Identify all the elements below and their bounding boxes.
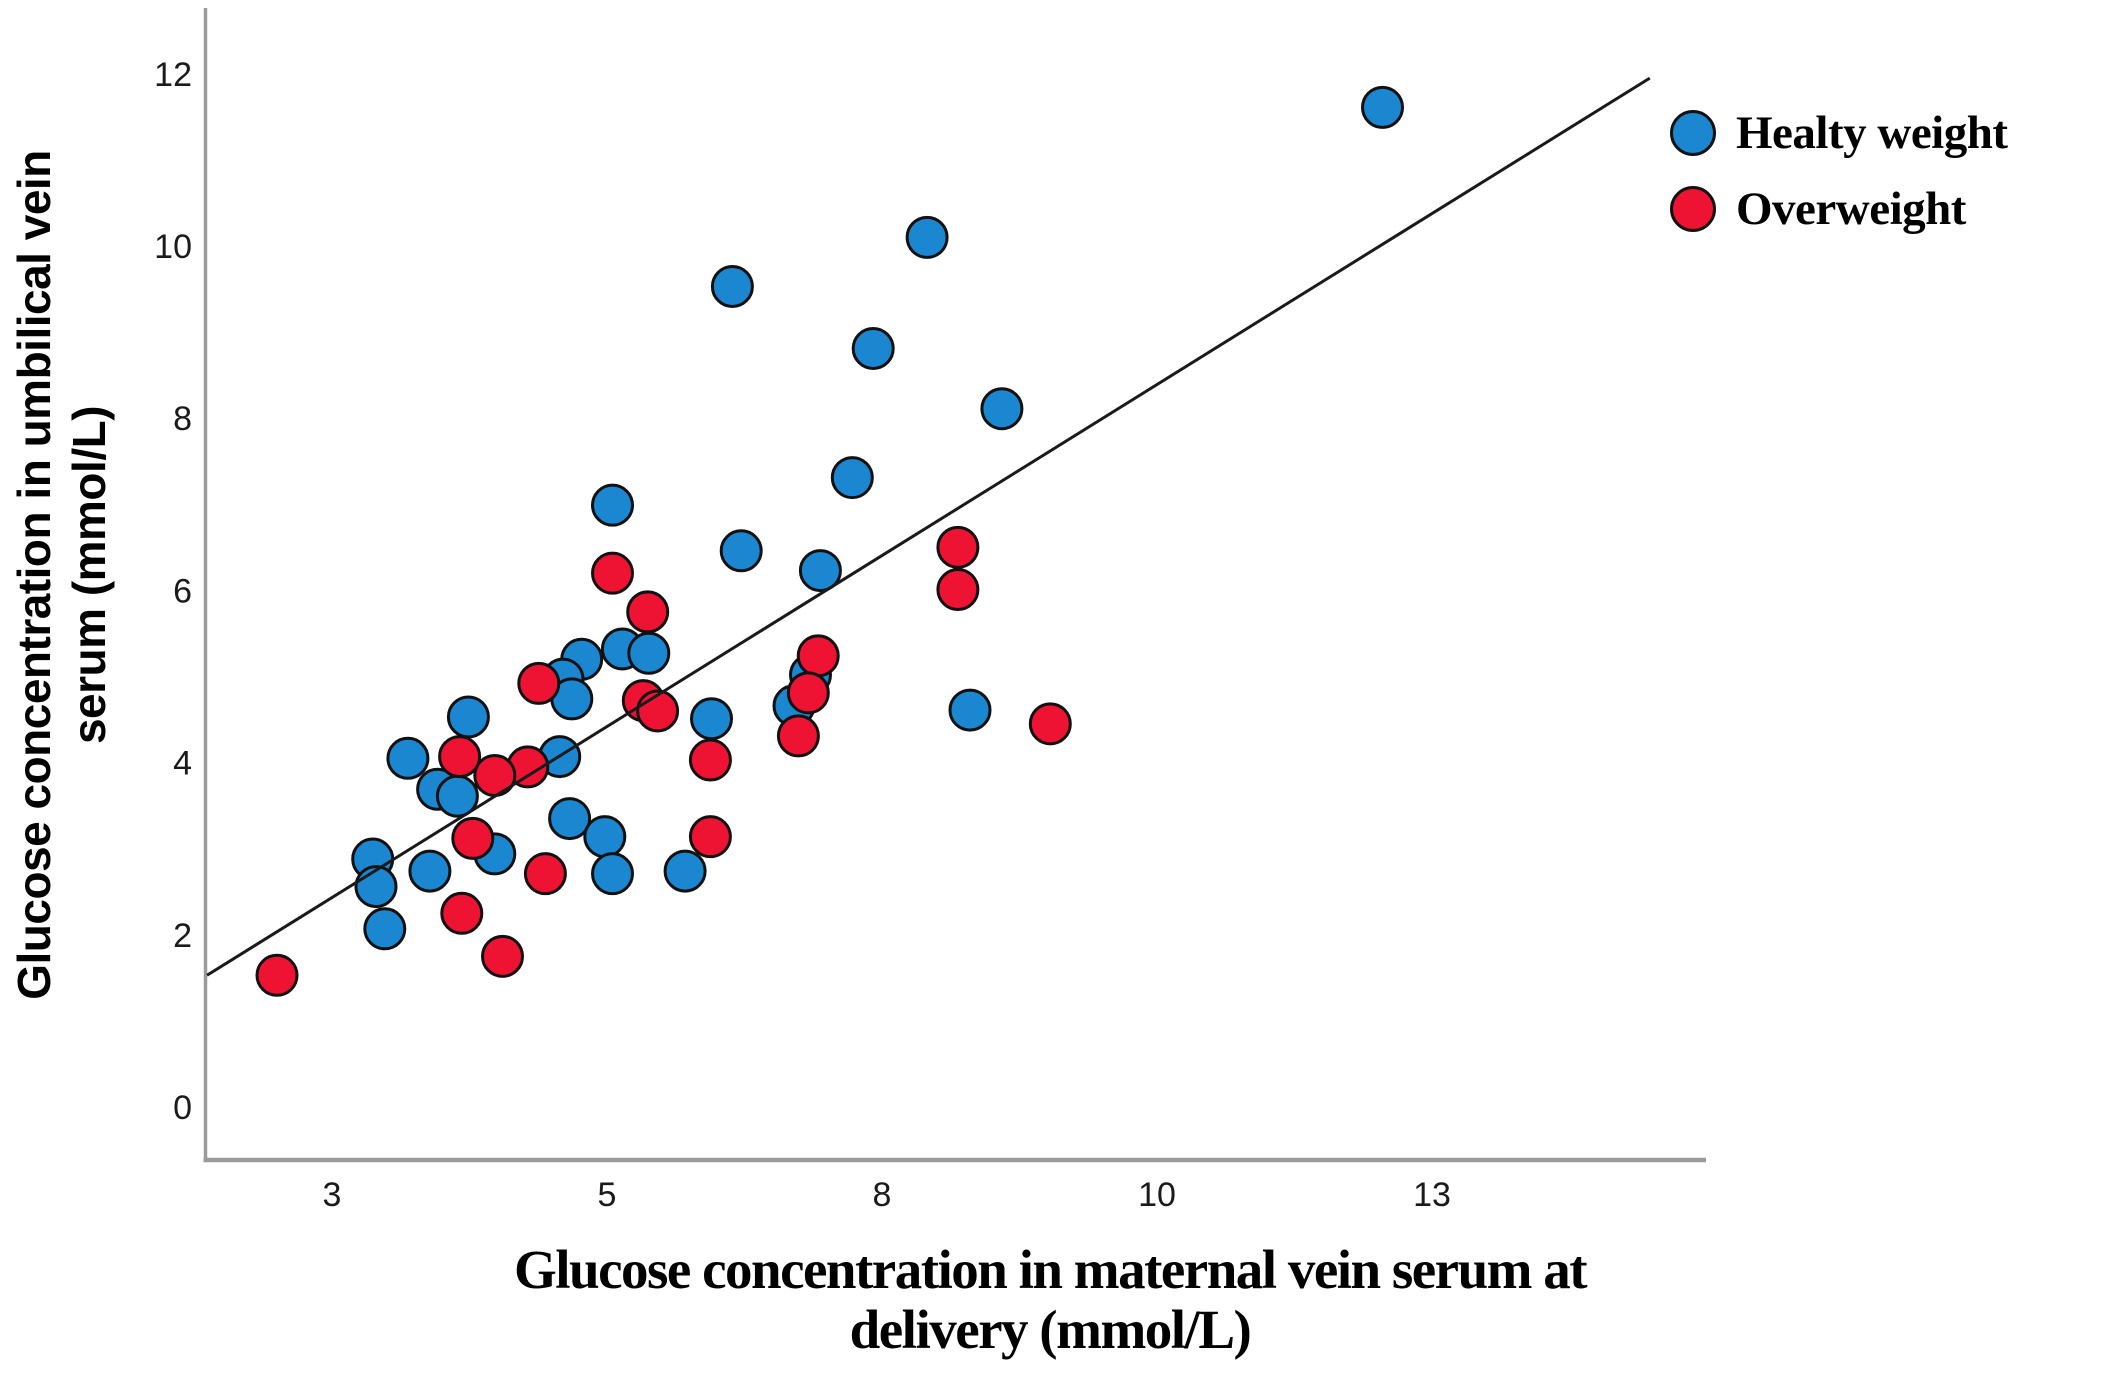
overweight-point (796, 634, 840, 678)
healthy-weight-point (548, 797, 592, 841)
overweight-point (438, 735, 482, 779)
healthy-weight-point (948, 688, 992, 732)
y-tick-label: 2 (173, 917, 192, 955)
y-tick-label: 4 (173, 745, 192, 783)
legend-item: Overweight (1670, 182, 2008, 236)
x-tick-label: 13 (1413, 1176, 1451, 1214)
overweight-point (591, 551, 634, 595)
legend: Healty weight Overweight (1670, 106, 2008, 258)
overweight-point (451, 816, 495, 860)
overweight-point (688, 815, 732, 859)
overweight-point (523, 852, 567, 896)
overweight-point (786, 671, 830, 715)
healthy-weight-point (851, 326, 895, 370)
x-tick-label: 8 (873, 1176, 892, 1214)
healthy-weight-point (363, 907, 407, 951)
overweight-point (636, 689, 680, 733)
overweight-point (255, 953, 299, 997)
overweight-point (626, 590, 670, 634)
y-axis-title-line2: serum (mmol/L) (63, 405, 115, 745)
y-tick-label: 12 (154, 56, 192, 94)
legend-dot-icon (1670, 110, 1716, 156)
healthy-weight-point (905, 215, 949, 259)
healthy-weight-point (408, 849, 452, 893)
y-tick-label: 10 (154, 228, 192, 266)
healthy-weight-point (690, 697, 733, 741)
y-tick-label: 6 (173, 572, 192, 610)
y-axis-title: Glucose concentration in umbilical vein … (7, 0, 117, 1170)
overweight-point (936, 568, 980, 612)
overweight-point (688, 738, 732, 782)
y-tick-label: 0 (173, 1089, 192, 1127)
legend-item: Healty weight (1670, 106, 2008, 160)
healthy-weight-point (1361, 85, 1404, 129)
x-tick-label: 3 (323, 1176, 342, 1214)
healthy-weight-point (719, 529, 763, 573)
legend-label: Overweight (1736, 183, 1966, 235)
healthy-weight-point (591, 852, 634, 896)
trend-line (206, 76, 1651, 977)
x-axis-title: Glucose concentration in maternal vein s… (300, 1240, 1800, 1360)
healthy-weight-point (386, 736, 430, 780)
overweight-point (1028, 702, 1072, 746)
healthy-weight-point (583, 815, 627, 859)
overweight-point (776, 714, 820, 758)
x-axis-title-line2: delivery (mmol/L) (849, 1299, 1252, 1360)
healthy-weight-point (710, 264, 754, 308)
healthy-weight-point (663, 849, 707, 893)
overweight-point (936, 525, 980, 569)
x-axis-title-line1: Glucose concentration in maternal vein s… (513, 1239, 1588, 1300)
y-tick-label: 8 (173, 400, 192, 438)
overweight-point (517, 661, 561, 705)
healthy-weight-point (980, 387, 1024, 431)
healthy-weight-point (627, 631, 671, 675)
healthy-weight-point (354, 865, 398, 909)
healthy-weight-point (798, 549, 842, 593)
y-axis-title-line1: Glucose concentration in umbilical vein (8, 150, 60, 1000)
healthy-weight-point (591, 483, 634, 527)
healthy-weight-point (446, 695, 490, 739)
x-tick-label: 5 (598, 1176, 617, 1214)
overweight-point (473, 754, 517, 798)
x-tick-label: 10 (1138, 1176, 1176, 1214)
overweight-point (481, 934, 524, 978)
legend-label: Healty weight (1736, 107, 2008, 159)
overweight-point (440, 891, 484, 935)
legend-dot-icon (1670, 186, 1716, 232)
healthy-weight-point (830, 456, 874, 500)
